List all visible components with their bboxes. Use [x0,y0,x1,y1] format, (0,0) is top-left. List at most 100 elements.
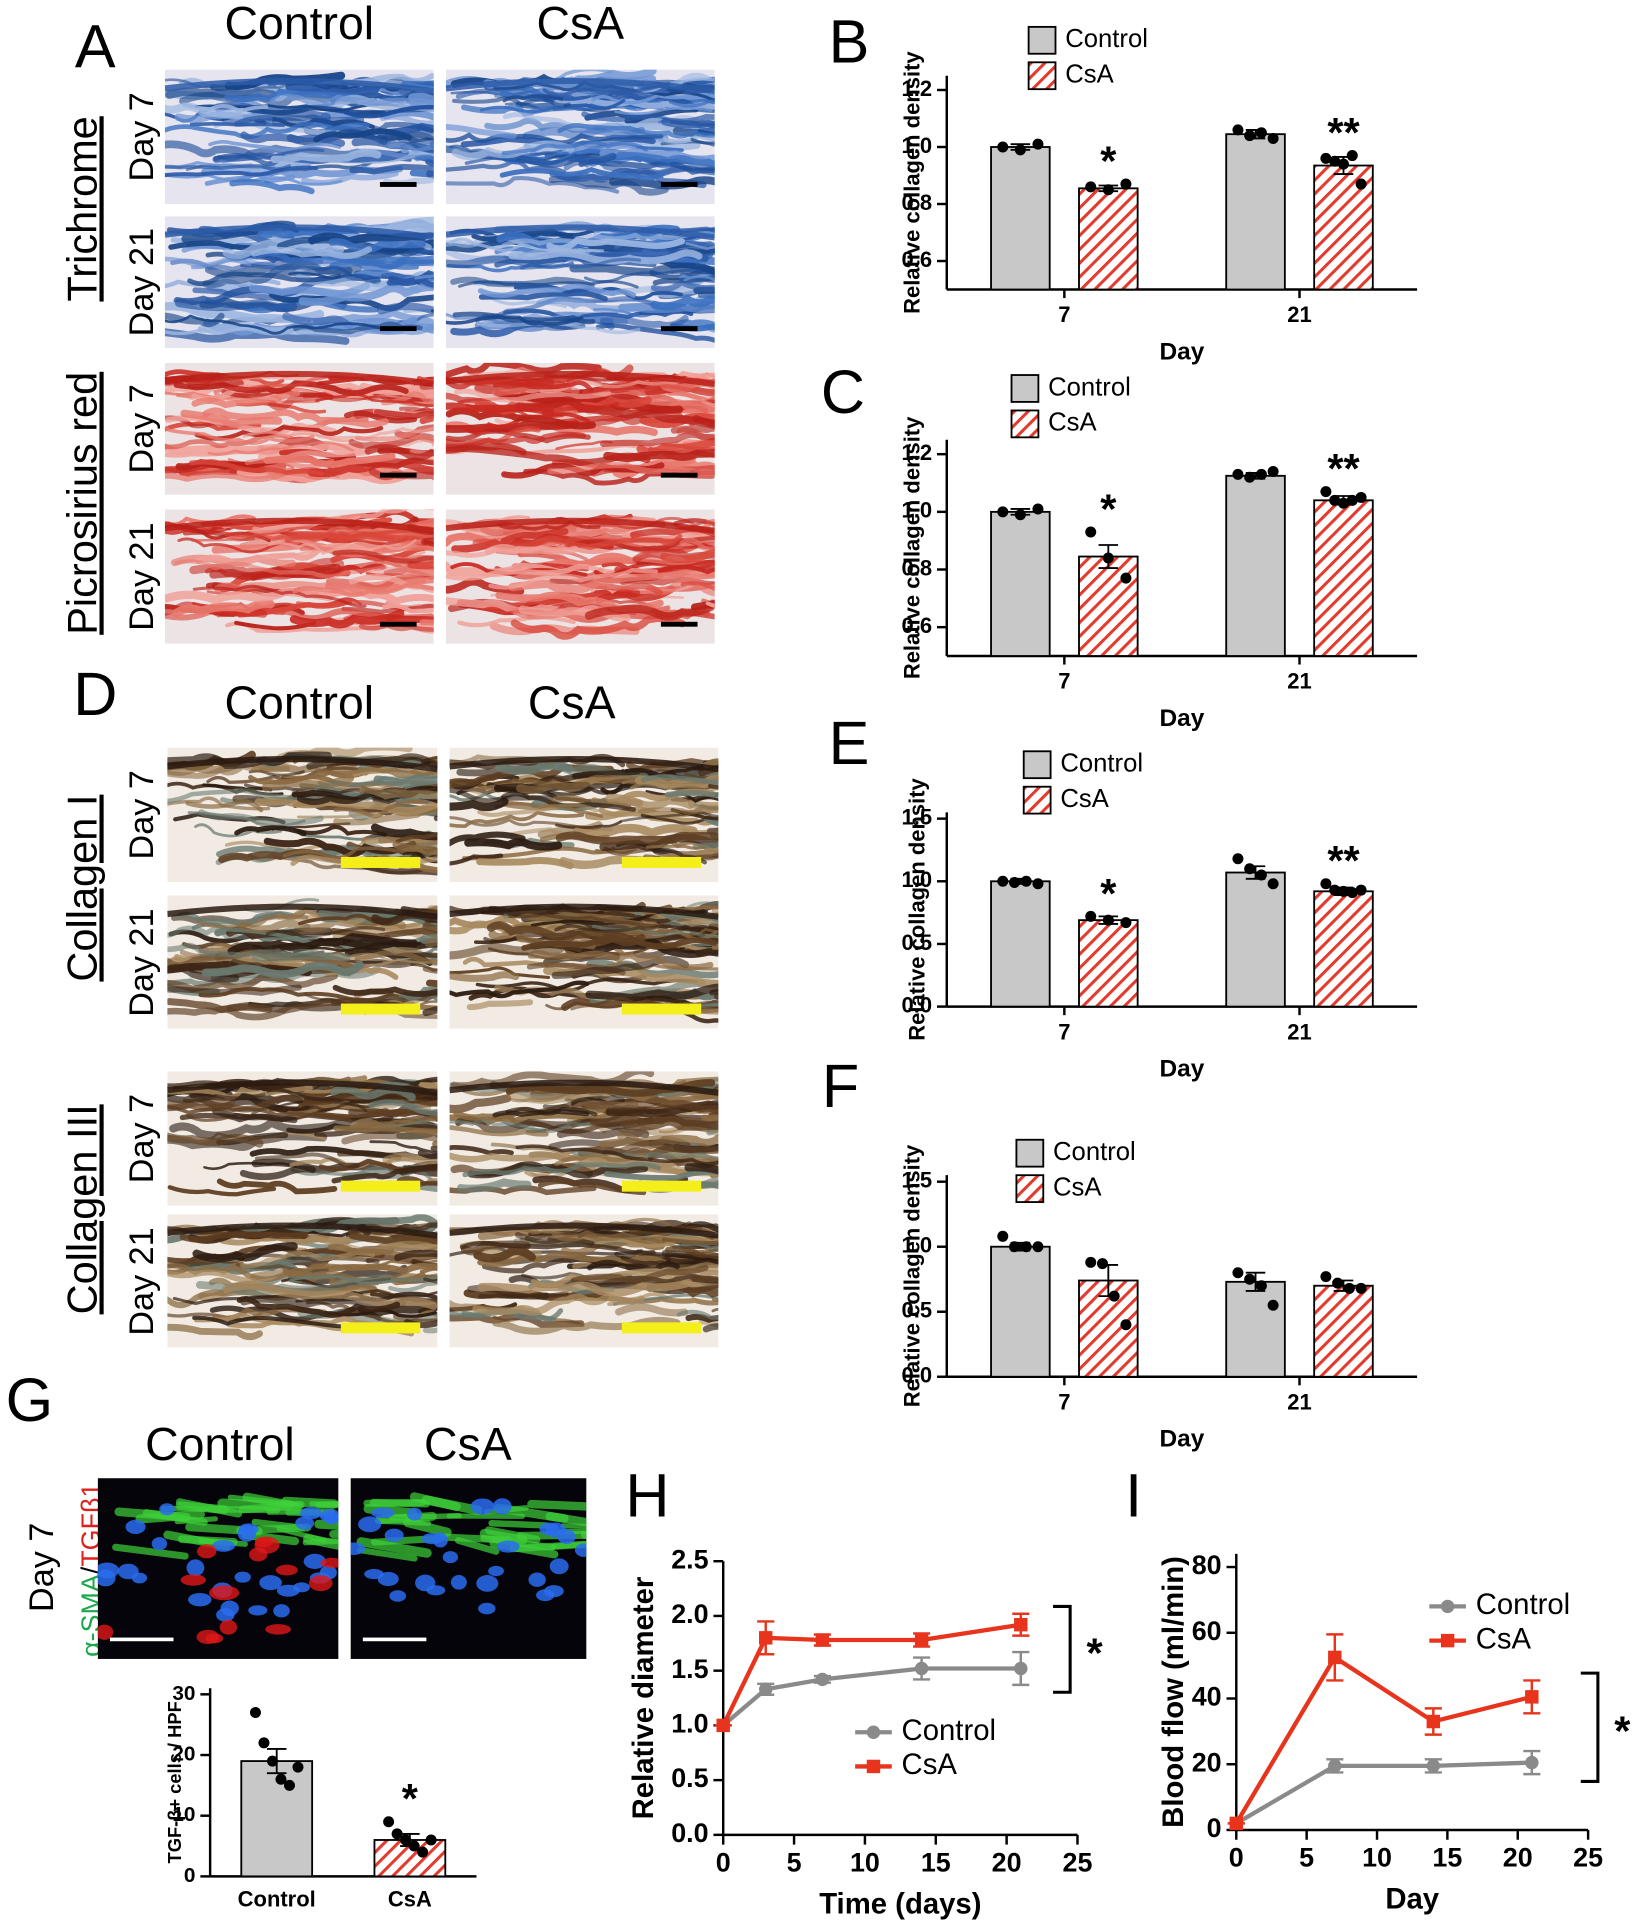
nucleus [125,1519,146,1534]
column-header: CsA [536,0,624,49]
y-tick-label: 40 [1192,1682,1222,1712]
y-tick-label: 0 [184,1864,196,1887]
row-label: Day 21 [123,228,161,336]
tissue-fiber [192,584,367,608]
tissue-fiber [292,582,434,598]
tissue-fiber [348,433,434,449]
column-header: CsA [424,1418,512,1470]
tissue-fiber [459,1240,656,1256]
x-tick-label: 20 [1503,1842,1533,1872]
tissue-fiber [332,549,434,564]
tissue-fiber [520,257,642,270]
tissue-fiber [356,1119,438,1131]
scale-bar [340,856,421,868]
tissue-fiber [314,767,438,778]
nucleus [300,1507,322,1520]
tissue-fiber [194,823,283,838]
tissue-fiber [449,1185,597,1196]
legend-marker [1440,1633,1455,1648]
tissue-surface [164,224,434,241]
tissue-fiber [648,446,715,459]
tgf-signal [205,1633,224,1644]
tissue-fiber [632,557,715,567]
x-tick-label: 15 [1432,1842,1462,1872]
data-point [1232,124,1244,136]
tissue-fiber [179,1231,309,1243]
data-point [1332,1277,1344,1289]
micrograph [164,216,434,349]
tissue-surface [167,1222,438,1239]
tgf-signal [208,1585,240,1601]
tissue-fiber [591,92,715,105]
y-tick-label: 0.8 [902,555,933,580]
x-tick-label: 21 [1287,302,1311,327]
legend-label: Control [902,1714,996,1747]
tissue-fiber [549,167,707,189]
data-point [1096,1258,1108,1270]
tissue-fiber [191,390,301,409]
data-point [1120,178,1132,190]
tissue-fiber [673,998,719,1008]
x-tick-label: 0 [716,1847,731,1877]
fluor-streak [315,1500,339,1509]
bar [1225,133,1286,291]
legend-label: Control [1476,1588,1570,1621]
scale-bar [340,1003,421,1015]
y-tick-label: 1.5 [902,804,933,829]
data-point [1014,144,1026,156]
fluor-streak [479,1528,528,1545]
data-point [1355,884,1367,896]
tissue-fiber [164,140,362,159]
marker [759,1682,773,1696]
tissue-fiber [224,88,360,103]
scale-bar [660,621,698,627]
tissue-fiber [351,137,434,154]
data-point [1108,1290,1120,1302]
x-tick-label: 10 [1362,1842,1392,1872]
data-point [1120,572,1132,584]
bar [1078,187,1139,291]
fluor-streak [314,1519,339,1530]
tissue-fiber [419,619,434,627]
fluor-streak [175,1498,243,1518]
tissue-fiber [536,296,715,314]
tissue-fiber [164,164,291,171]
series-line [1235,1760,1532,1826]
nucleus [234,1571,251,1583]
row-label: Day 21 [123,908,161,1016]
data-point [1320,1271,1332,1283]
tissue-fiber [684,1163,719,1175]
micrograph [97,1478,339,1659]
tgf-signal [180,1574,206,1586]
stain-label: Collagen I [59,795,106,982]
row-label: Day 7 [123,92,161,181]
data-point [1267,465,1279,477]
data-point [1020,875,1032,887]
y-tick-label: 1.0 [902,1233,933,1258]
tissue-fiber [553,97,715,111]
significance: ** [1327,109,1360,156]
tissue-fiber [582,383,715,395]
y-tick-label: 0.5 [671,1763,708,1793]
tissue-fiber [173,380,409,397]
tissue-fiber [236,1296,401,1318]
tissue-fiber [185,799,264,813]
nucleus [295,1516,315,1530]
tissue-fiber [445,563,643,581]
tissue-fiber [381,391,434,406]
tissue-fiber [233,114,434,135]
nucleus [293,1582,310,1593]
tissue-fiber [267,391,369,411]
marker [1014,1661,1028,1676]
tissue-fiber [354,950,438,965]
x-axis-title: Day [1160,1056,1205,1083]
tissue-fiber [445,253,595,269]
fluor-streak [112,1543,189,1560]
fluor-streak [560,1523,587,1530]
tissue-fiber [449,1151,571,1163]
scale-bar [340,1322,421,1334]
tissue-fiber [445,123,517,139]
tissue-fiber [208,140,342,152]
fluor-streak [527,1499,587,1511]
data-point [1320,878,1332,890]
